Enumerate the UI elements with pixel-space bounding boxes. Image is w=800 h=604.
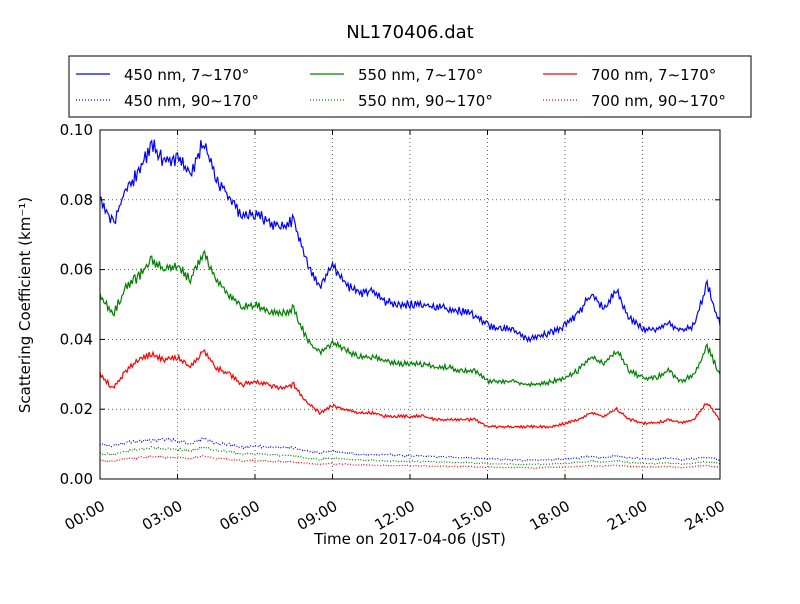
- y-tick-label: 0.00: [60, 470, 93, 488]
- series-line-4: [99, 349, 721, 430]
- x-tick-label: 12:00: [372, 497, 418, 534]
- legend-box: [68, 55, 752, 118]
- chart-grid: [100, 130, 720, 479]
- chart-title: NL170406.dat: [346, 22, 473, 43]
- chart-legend: 450 nm, 7∼170° 450 nm, 90∼170° 550 nm, 7∼1…: [68, 55, 752, 118]
- chart-series-layer: [99, 139, 721, 469]
- y-axis-label: Scattering Coefficient (km⁻¹): [16, 197, 34, 413]
- x-tick-label: 15:00: [449, 497, 495, 534]
- x-tick-label: 09:00: [294, 497, 340, 534]
- y-tick-label: 0.08: [60, 191, 93, 209]
- x-axis-label: Time on 2017-04-06 (JST): [313, 530, 506, 548]
- y-tick-label: 0.06: [60, 261, 93, 279]
- chart-ticks: [99, 129, 721, 480]
- legend-label: 450 nm, 7∼170°: [124, 66, 249, 84]
- x-tick-label: 24:00: [682, 497, 728, 534]
- legend-label: 550 nm, 7∼170°: [358, 66, 483, 84]
- x-tick-label: 21:00: [604, 497, 650, 534]
- series-line-5: [99, 454, 721, 469]
- legend-label: 700 nm, 7∼170°: [591, 66, 716, 84]
- y-tick-label: 0.04: [60, 330, 93, 348]
- legend-label: 450 nm, 90∼170°: [124, 92, 259, 110]
- x-tick-label: 00:00: [62, 497, 108, 534]
- x-tick-label: 06:00: [217, 497, 263, 534]
- series-line-2: [99, 249, 721, 388]
- y-tick-label: 0.10: [60, 121, 93, 139]
- x-tick-label: 03:00: [139, 497, 185, 534]
- y-tick-labels: 0.00 0.02 0.04 0.06 0.08 0.10: [60, 121, 93, 488]
- x-tick-labels: 00:00 03:00 06:00 09:00 12:00 15:00 18:00 21:00…: [62, 497, 728, 534]
- y-tick-label: 0.02: [60, 400, 93, 418]
- legend-label: 700 nm, 90∼170°: [591, 92, 726, 110]
- series-line-0: [99, 139, 721, 344]
- x-tick-label: 18:00: [527, 497, 573, 534]
- legend-label: 550 nm, 90∼170°: [358, 92, 493, 110]
- series-line-3: [99, 445, 721, 466]
